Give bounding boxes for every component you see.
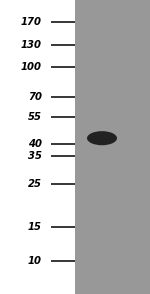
Text: 170: 170 (21, 18, 42, 28)
Bar (75, 0, 150, 294)
Text: 70: 70 (28, 92, 42, 102)
Text: 10: 10 (28, 256, 42, 266)
Text: 15: 15 (28, 222, 42, 232)
Ellipse shape (87, 131, 117, 145)
Text: 25: 25 (28, 179, 42, 189)
Text: 35: 35 (28, 151, 42, 161)
Text: 100: 100 (21, 62, 42, 72)
Text: 130: 130 (21, 40, 42, 50)
Text: 55: 55 (28, 113, 42, 123)
Text: 40: 40 (28, 139, 42, 149)
